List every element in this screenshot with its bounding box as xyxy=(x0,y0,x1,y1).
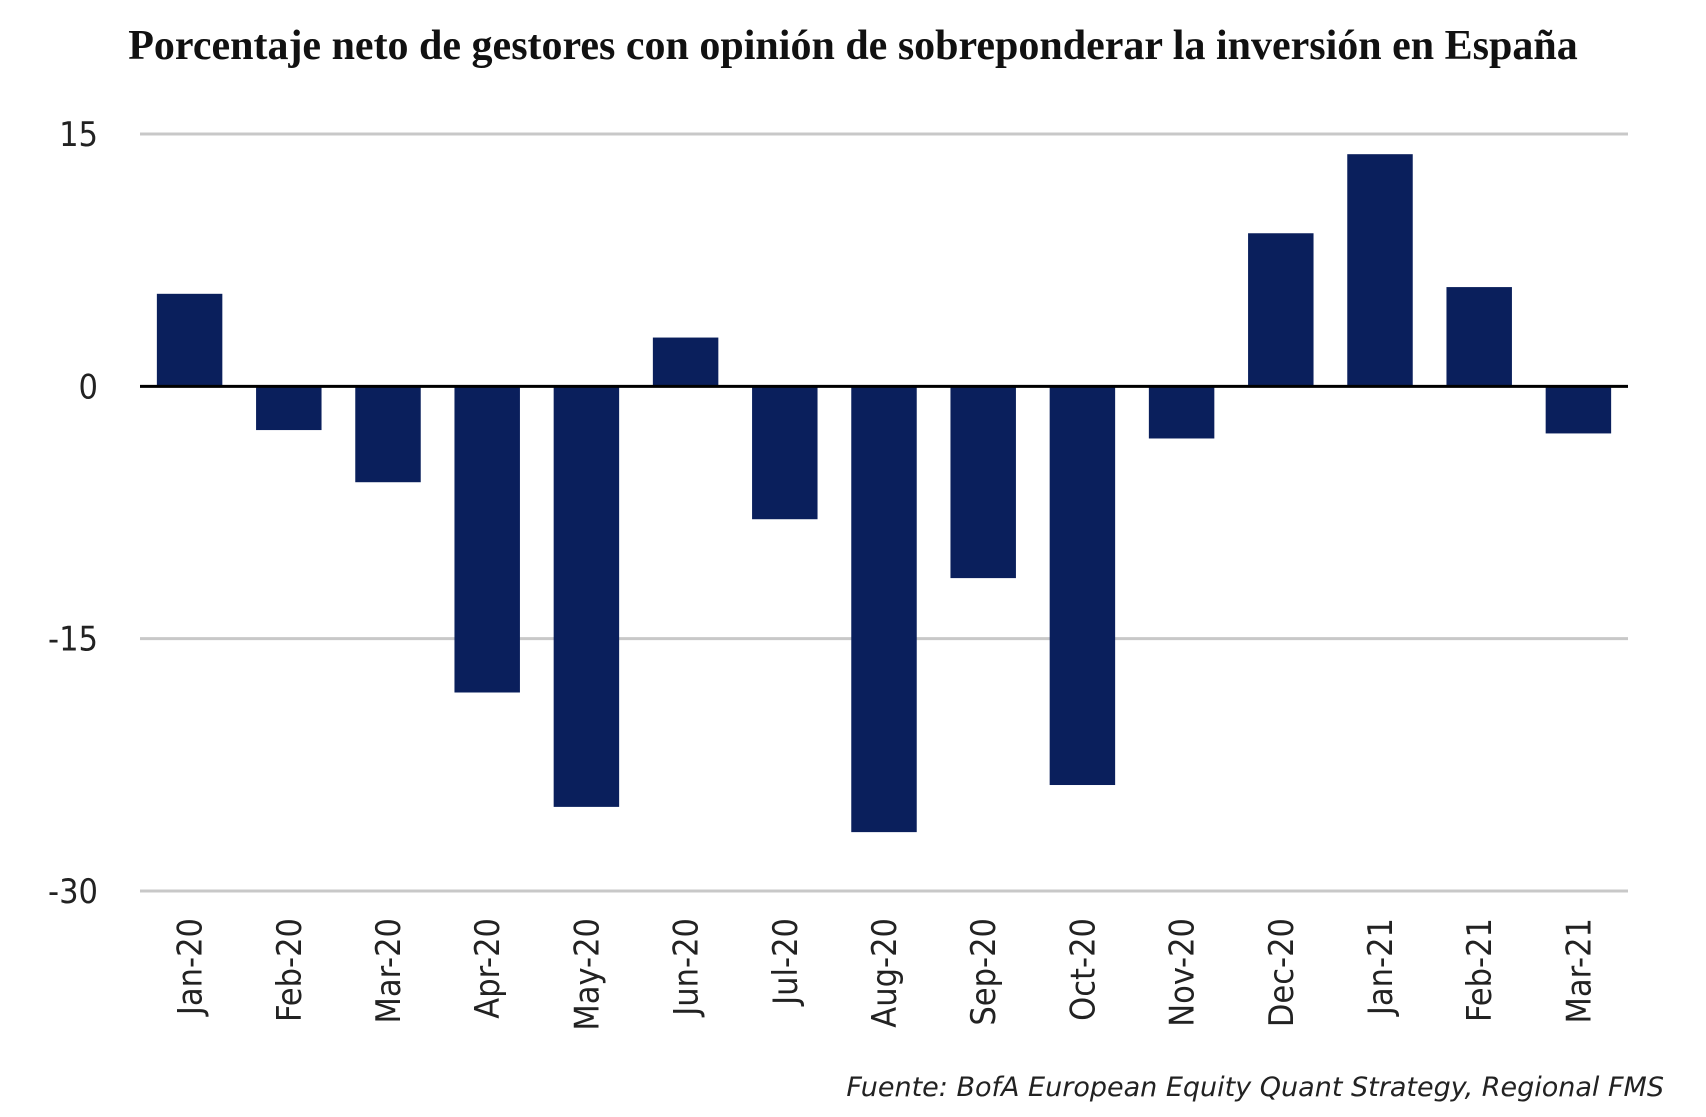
x-tick-label: Mar-21 xyxy=(1559,918,1599,1024)
bar-aug-20 xyxy=(851,386,917,833)
x-tick-label: Mar-20 xyxy=(369,918,409,1024)
bar-jul-20 xyxy=(752,386,818,520)
x-tick-label: Aug-20 xyxy=(865,918,905,1028)
y-tick-label: 0 xyxy=(79,367,98,407)
bar-sep-20 xyxy=(950,386,1016,579)
bar-feb-21 xyxy=(1446,287,1512,387)
x-tick-label: Feb-20 xyxy=(270,918,310,1022)
bar-apr-20 xyxy=(454,386,520,693)
bar-nov-20 xyxy=(1148,386,1215,439)
bar-jun-20 xyxy=(652,337,719,387)
y-tick-label: -30 xyxy=(48,872,98,912)
x-tick-label: Nov-20 xyxy=(1163,918,1203,1027)
bar-oct-20 xyxy=(1049,386,1116,786)
x-tick-label: Apr-20 xyxy=(468,918,508,1019)
bar-mar-21 xyxy=(1545,386,1612,434)
bar-jan-21 xyxy=(1347,154,1413,387)
x-tick-label: May-20 xyxy=(567,918,607,1031)
x-tick-label: Jan-20 xyxy=(171,918,211,1017)
x-tick-label: Jan-21 xyxy=(1361,918,1401,1017)
x-tick-label: Oct-20 xyxy=(1063,918,1103,1021)
bar-jan-20 xyxy=(156,293,223,387)
bar-may-20 xyxy=(553,386,620,807)
y-tick-label: 15 xyxy=(59,115,98,155)
y-tick-label: -15 xyxy=(48,620,98,660)
bar-mar-20 xyxy=(355,386,421,483)
bar-feb-20 xyxy=(256,386,322,431)
x-tick-label: Dec-20 xyxy=(1262,918,1302,1027)
x-tick-label: Feb-21 xyxy=(1460,918,1500,1022)
chart-title: Porcentaje neto de gestores con opinión … xyxy=(128,23,1578,69)
x-tick-label: Jul-20 xyxy=(766,918,806,1007)
source-note: Fuente: BofA European Equity Quant Strat… xyxy=(846,1072,1664,1103)
x-tick-label: Sep-20 xyxy=(964,918,1004,1026)
bar-dec-20 xyxy=(1248,233,1314,387)
x-tick-label: Jun-20 xyxy=(667,918,707,1018)
